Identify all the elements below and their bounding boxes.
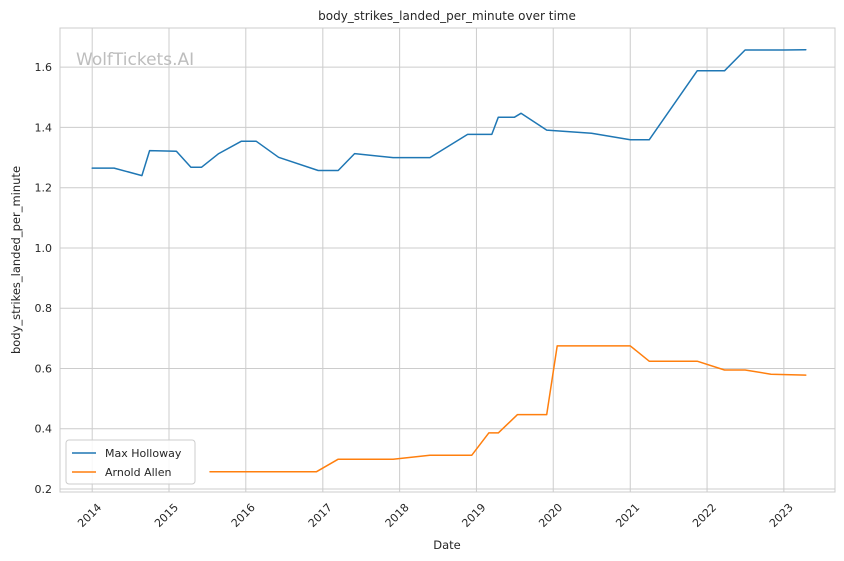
legend-label-arnold-allen: Arnold Allen (105, 466, 171, 479)
watermark-text: WolfTickets.AI (76, 50, 194, 70)
legend-box (65, 439, 196, 485)
series-lines (91, 48, 807, 473)
chart-title: body_strikes_landed_per_minute over time (318, 9, 576, 23)
grid (60, 28, 835, 492)
series-line-max-holloway (91, 48, 807, 177)
y-tick-label: 0.6 (35, 362, 53, 375)
y-tick-label: 1.2 (35, 182, 53, 195)
plot-frame (59, 27, 836, 493)
x-axis-label: Date (433, 538, 461, 552)
y-tick-label: 1.4 (35, 121, 53, 134)
legend-label-max-holloway: Max Holloway (105, 447, 182, 460)
y-tick-label: 0.8 (35, 302, 53, 315)
y-tick-label: 1.6 (35, 61, 53, 74)
y-tick-label: 0.4 (35, 423, 53, 436)
y-tick-label: 1.0 (35, 242, 53, 255)
y-tick-label: 0.2 (35, 483, 53, 496)
legend: Max Holloway Arnold Allen (65, 439, 196, 485)
y-axis-label: body_strikes_landed_per_minute (9, 166, 23, 354)
series-line-arnold-allen (209, 345, 807, 473)
